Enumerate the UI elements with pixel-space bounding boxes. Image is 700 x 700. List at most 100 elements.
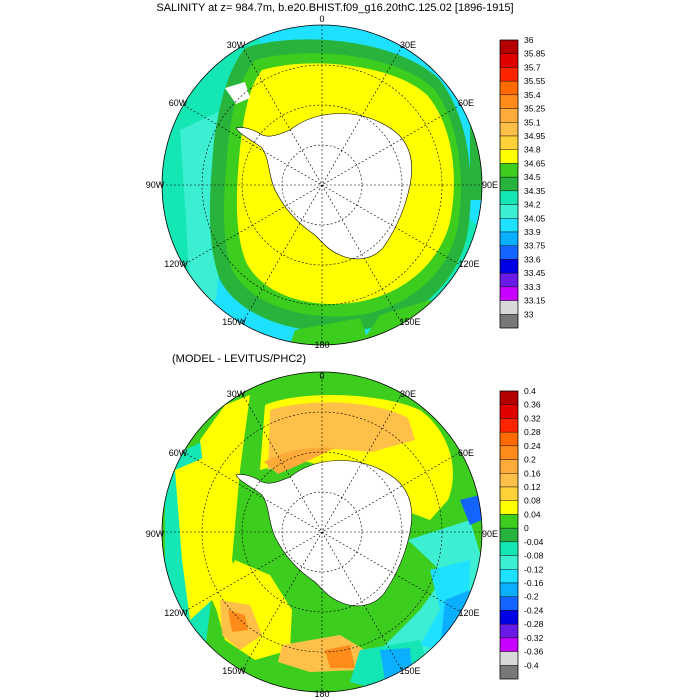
colorbar-label: 33.15 [524, 296, 546, 306]
colorbar-label: 33.9 [524, 227, 541, 237]
colorbar-label: -0.32 [524, 633, 544, 643]
colorbar-label: -0.04 [524, 537, 544, 547]
colorbar-label: -0.16 [524, 578, 544, 588]
antarctica [225, 82, 413, 260]
colorbar-label: 34.05 [524, 213, 546, 223]
colorbar-swatch [499, 53, 519, 68]
latitude-gridlines [162, 25, 482, 345]
lon-label: 150W [222, 666, 246, 676]
colorbar-swatch [499, 445, 519, 460]
difference-colorbar: 0.4 0.36 0.32 0.28 0.24 0.2 0.16 0.12 0.08 0.04 0 -… [499, 386, 544, 680]
colorbar-label: -0.24 [524, 605, 544, 615]
colorbar-swatch [499, 514, 519, 529]
map-boundary [161, 24, 483, 346]
colorbar-label: 0.04 [524, 509, 541, 519]
colorbar-label: -0.12 [524, 564, 544, 574]
colorbar-swatch [499, 569, 519, 584]
colorbar-label: 35.7 [524, 62, 541, 72]
colorbar-label: 35.55 [524, 76, 546, 86]
lon-label: 30W [227, 389, 246, 399]
colorbar-swatch [499, 67, 519, 82]
antarctica [235, 460, 413, 607]
lon-label: 90E [482, 529, 498, 539]
colorbar-label: 33.3 [524, 282, 541, 292]
colorbar-label: 0.32 [524, 413, 541, 423]
salinity-colorbar: 36 35.85 35.7 35.55 35.4 35.25 35.1 34.95 34.8 34… [499, 35, 546, 329]
latitude-gridlines [162, 372, 482, 692]
colorbar-swatch [499, 204, 519, 219]
salinity-map-panel: SALINITY at z= 984.7m, b.e20.BHIST.f09_g… [146, 2, 546, 350]
panel-title: SALINITY at z= 984.7m, b.e20.BHIST.f09_g… [156, 2, 513, 14]
colorbar-swatch [499, 218, 519, 233]
colorbar-swatch [499, 231, 519, 246]
colorbar-label: 0.08 [524, 496, 541, 506]
colorbar-swatch [499, 486, 519, 501]
colorbar-swatch [499, 314, 519, 329]
colorbar-label: 0.36 [524, 400, 541, 410]
lon-label: 120E [458, 608, 479, 618]
lon-label: 120E [458, 259, 479, 269]
colorbar-label: -0.08 [524, 551, 544, 561]
colorbar-label: 0.28 [524, 427, 541, 437]
longitude-labels: 0 30E 60E 90E 120E 150E 180 150W 120W 90… [146, 371, 498, 699]
lon-label: 60W [169, 98, 188, 108]
colorbar-swatch [499, 637, 519, 652]
colorbar-swatch [499, 473, 519, 488]
colorbar-swatch [499, 500, 519, 515]
colorbar-swatch [499, 149, 519, 164]
colorbar-label: 33.45 [524, 268, 546, 278]
lon-label: 0 [319, 14, 324, 24]
colorbar-label: -0.28 [524, 619, 544, 629]
colorbar-label: 35.4 [524, 90, 541, 100]
colorbar-swatch [499, 651, 519, 666]
lon-label: 60E [458, 448, 474, 458]
colorbar-swatch [499, 404, 519, 419]
colorbar-swatch [499, 596, 519, 611]
colorbar-label: -0.2 [524, 592, 539, 602]
difference-map-panel: (MODEL - LEVITUS/PHC2) [146, 353, 544, 699]
colorbar-swatch [499, 286, 519, 301]
colorbar-swatch [499, 135, 519, 150]
colorbar-swatch [499, 272, 519, 288]
lon-label: 120W [164, 259, 188, 269]
colorbar-label: 34.5 [524, 172, 541, 182]
lon-label: 30W [227, 40, 246, 50]
colorbar-label: 0.2 [524, 455, 536, 465]
colorbar-swatch [499, 39, 519, 54]
colorbar-label: 0.12 [524, 482, 541, 492]
longitude-labels: 0 30E 60E 90E 120E 150E 180 150W 120W 90… [146, 14, 498, 350]
colorbar-swatch [499, 245, 519, 260]
colorbar-swatch [499, 163, 519, 178]
colorbar-label: 0 [524, 523, 529, 533]
colorbar-label: 34.95 [524, 131, 546, 141]
colorbar-swatch [499, 431, 519, 447]
colorbar-label: 0.24 [524, 441, 541, 451]
colorbar-label: 0.16 [524, 468, 541, 478]
colorbar-swatch [499, 418, 519, 433]
colorbar-swatch [499, 541, 519, 556]
colorbar-label: 33.6 [524, 254, 541, 264]
colorbar-swatch [499, 459, 519, 474]
colorbar-swatch [499, 259, 519, 274]
lon-label: 120W [164, 608, 188, 618]
lon-label: 30E [400, 40, 416, 50]
colorbar-swatch [499, 122, 519, 137]
lon-label: 60W [169, 448, 188, 458]
lon-label: 90W [146, 529, 165, 539]
colorbar-swatch [499, 665, 519, 680]
lon-label: 90W [146, 180, 165, 190]
map-boundary [161, 371, 483, 693]
lon-label: 150E [399, 666, 420, 676]
colorbar-swatch [499, 108, 519, 123]
colorbar-label: 34.65 [524, 158, 546, 168]
colorbar-swatch [499, 80, 519, 96]
colorbar-label: 36 [524, 35, 534, 45]
colorbar-swatch [499, 94, 519, 109]
colorbar-swatch [499, 623, 519, 639]
lon-label: 150E [399, 317, 420, 327]
lon-label: 0 [319, 371, 324, 381]
lon-label: 30E [400, 389, 416, 399]
lon-label: 180 [314, 689, 329, 699]
colorbar-label: 35.1 [524, 117, 541, 127]
